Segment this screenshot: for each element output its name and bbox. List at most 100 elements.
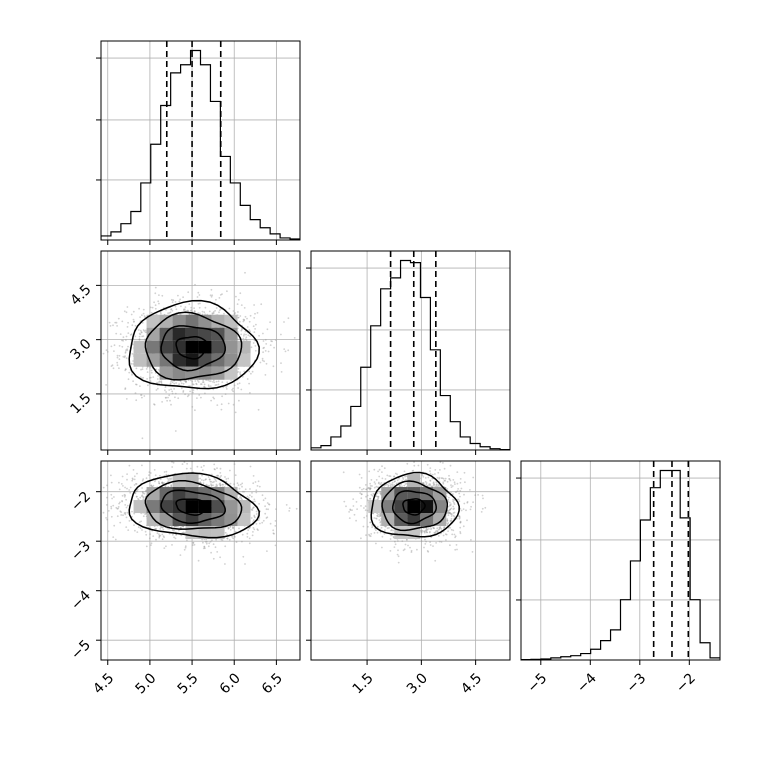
- scatter-point: [165, 470, 168, 473]
- scatter-point: [133, 484, 136, 486]
- scatter-point: [228, 539, 231, 541]
- scatter-point: [449, 508, 452, 511]
- scatter-point: [121, 345, 124, 348]
- scatter-point: [171, 301, 174, 304]
- scatter-point: [117, 317, 120, 320]
- scatter-point: [154, 527, 157, 530]
- scatter-point: [148, 471, 151, 473]
- contour-line: [175, 498, 210, 516]
- scatter-point: [251, 370, 254, 373]
- scatter-point: [192, 542, 195, 544]
- scatter-point: [201, 474, 203, 477]
- scatter-point: [168, 479, 171, 481]
- scatter-point: [449, 519, 452, 522]
- scatter-point: [140, 368, 142, 371]
- scatter-point: [125, 339, 127, 341]
- density-cell: [159, 314, 173, 328]
- pair-panel-2-1: [310, 460, 511, 661]
- scatter-point: [220, 408, 223, 411]
- scatter-point: [184, 546, 187, 549]
- scatter-point: [116, 325, 118, 327]
- scatter-point: [134, 392, 137, 394]
- scatter-point: [212, 311, 215, 313]
- scatter-point: [132, 478, 134, 481]
- scatter-point: [208, 478, 211, 481]
- scatter-point: [375, 485, 378, 488]
- scatter-point: [390, 534, 392, 537]
- scatter-point: [213, 477, 216, 480]
- scatter-point: [213, 480, 215, 483]
- scatter-point: [199, 477, 202, 480]
- scatter-point: [447, 512, 449, 514]
- scatter-point: [375, 542, 377, 545]
- scatter-point: [189, 385, 191, 387]
- scatter-point: [254, 481, 257, 483]
- scatter-point: [158, 533, 160, 536]
- scatter-point: [207, 384, 210, 387]
- scatter-point: [150, 369, 153, 372]
- scatter-point: [262, 519, 265, 522]
- scatter-point: [424, 477, 427, 479]
- scatter-point: [293, 337, 296, 339]
- scatter-point: [449, 508, 451, 511]
- scatter-point: [185, 380, 188, 383]
- scatter-point: [241, 540, 243, 543]
- density-cell: [146, 513, 160, 527]
- scatter-point: [416, 548, 418, 551]
- density-cell: [185, 487, 199, 501]
- scatter-point: [163, 471, 166, 473]
- panel-frame: [520, 460, 721, 661]
- scatter-point: [269, 344, 272, 346]
- scatter-point: [127, 345, 129, 348]
- scatter-point: [212, 484, 214, 487]
- scatter-point: [198, 394, 201, 396]
- scatter-point: [429, 472, 432, 475]
- scatter-point: [161, 533, 164, 536]
- scatter-point: [170, 484, 173, 486]
- scatter-point: [376, 495, 379, 498]
- scatter-point: [194, 283, 196, 286]
- scatter-point: [221, 395, 224, 398]
- scatter-point: [438, 526, 441, 529]
- scatter-point: [140, 394, 142, 396]
- scatter-point: [135, 490, 138, 493]
- scatter-point: [139, 316, 142, 318]
- scatter-point: [138, 338, 141, 341]
- scatter-point: [234, 536, 236, 538]
- scatter-point: [167, 312, 170, 315]
- scatter-point: [219, 482, 222, 485]
- scatter-point: [261, 359, 264, 362]
- scatter-point: [237, 316, 240, 319]
- scatter-point: [203, 386, 205, 388]
- scatter-point: [210, 483, 212, 486]
- scatter-point: [379, 483, 382, 486]
- density-cell: [198, 513, 212, 527]
- scatter-point: [238, 527, 240, 530]
- scatter-point: [154, 480, 156, 483]
- scatter-point: [462, 508, 465, 510]
- scatter-point: [207, 379, 210, 382]
- scatter-point: [265, 362, 268, 365]
- scatter-point: [204, 392, 206, 395]
- density-cell: [237, 513, 251, 527]
- scatter-point: [141, 487, 144, 489]
- scatter-point: [169, 382, 172, 384]
- scatter-point: [175, 534, 178, 536]
- scatter-point: [459, 495, 461, 498]
- scatter-point: [168, 477, 171, 480]
- scatter-point: [170, 298, 173, 301]
- scatter-point: [139, 496, 142, 499]
- scatter-point: [182, 525, 185, 528]
- scatter-point: [199, 481, 202, 484]
- scatter-point: [242, 335, 245, 337]
- scatter-point: [274, 544, 277, 547]
- grid-lines: [107, 41, 277, 240]
- scatter-point: [162, 535, 165, 538]
- scatter-point: [210, 295, 213, 298]
- pair-panel-1-0: [100, 250, 301, 451]
- scatter-point: [250, 346, 253, 349]
- scatter-point: [169, 399, 171, 402]
- scatter-point: [214, 309, 217, 312]
- density-cell: [224, 340, 238, 354]
- density-cell: [211, 526, 225, 540]
